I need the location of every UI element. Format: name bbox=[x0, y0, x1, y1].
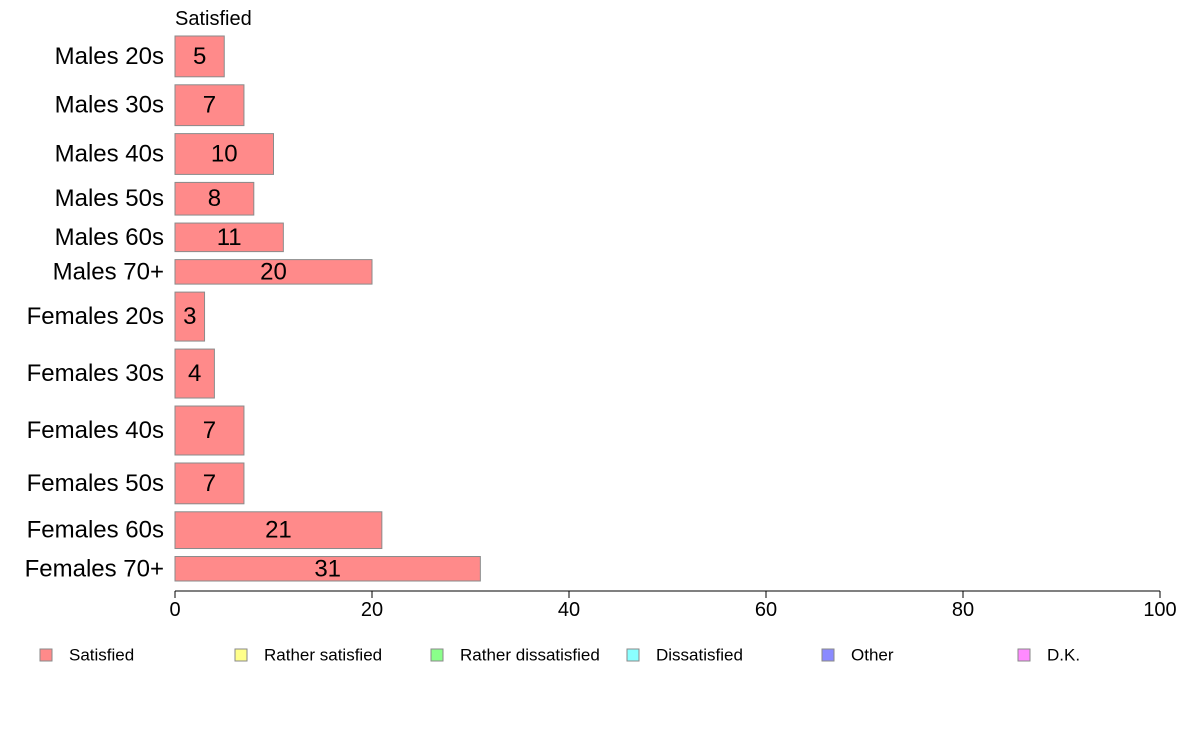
x-tick-label-20: 20 bbox=[361, 599, 383, 621]
x-tick-label-40: 40 bbox=[558, 599, 580, 621]
chart-title: Satisfied bbox=[175, 8, 252, 30]
category-label-females-20s: Females 20s bbox=[27, 303, 164, 330]
bar-satisfied-females-50s bbox=[174, 462, 245, 505]
bar-satisfied-males-20s bbox=[174, 35, 225, 78]
legend-label-rather-satisfied: Rather satisfied bbox=[264, 646, 382, 665]
data-label-satisfied-males-70: 20 bbox=[260, 258, 287, 285]
legend-swatch-d-k bbox=[1017, 648, 1031, 662]
bar-satisfied-males-30s bbox=[174, 84, 245, 127]
legend-item-d-k: D.K. bbox=[1017, 646, 1080, 665]
bars-layer: Males 20s 5 Males 30s 7 Males 40s 10 Males 50s… bbox=[25, 35, 481, 582]
legend-item-dissatisfied: Dissatisfied bbox=[626, 646, 743, 665]
legend: Satisfied Rather satisfied Rather dissatis… bbox=[39, 646, 1080, 665]
data-label-satisfied-females-30s: 4 bbox=[188, 360, 201, 387]
category-label-females-50s: Females 50s bbox=[27, 470, 164, 497]
category-label-females-60s: Females 60s bbox=[27, 517, 164, 544]
legend-label-satisfied: Satisfied bbox=[69, 646, 134, 665]
bar-satisfied-males-70 bbox=[174, 259, 373, 285]
legend-label-rather-dissatisfied: Rather dissatisfied bbox=[460, 646, 600, 665]
data-label-satisfied-females-40s: 7 bbox=[203, 417, 216, 444]
legend-swatch-satisfied bbox=[39, 648, 53, 662]
legend-item-rather-satisfied: Rather satisfied bbox=[234, 646, 382, 665]
bar-satisfied-males-50s bbox=[174, 181, 255, 216]
data-label-satisfied-males-30s: 7 bbox=[203, 92, 216, 119]
data-label-satisfied-males-60s: 11 bbox=[217, 224, 242, 251]
data-label-satisfied-females-70: 31 bbox=[314, 555, 341, 582]
data-label-satisfied-males-40s: 10 bbox=[211, 141, 238, 168]
legend-label-d-k: D.K. bbox=[1047, 646, 1080, 665]
bar-satisfied-females-20s bbox=[174, 291, 206, 342]
bar-satisfied-females-70 bbox=[174, 556, 481, 582]
category-label-males-40s: Males 40s bbox=[55, 141, 164, 168]
category-label-males-20s: Males 20s bbox=[55, 43, 164, 70]
x-axis: 0 20 40 60 80 100 bbox=[169, 590, 1177, 621]
category-label-males-50s: Males 50s bbox=[55, 185, 164, 212]
category-label-males-70: Males 70+ bbox=[53, 258, 164, 285]
bar-satisfied-males-40s bbox=[174, 133, 274, 175]
bar-satisfied-females-60s bbox=[174, 511, 383, 550]
legend-item-satisfied: Satisfied bbox=[39, 646, 134, 665]
legend-swatch-rather-satisfied bbox=[234, 648, 248, 662]
legend-swatch-rather-dissatisfied bbox=[430, 648, 444, 662]
data-label-satisfied-females-50s: 7 bbox=[203, 470, 216, 497]
data-label-satisfied-females-60s: 21 bbox=[265, 517, 292, 544]
bar-satisfied-males-60s bbox=[174, 222, 284, 253]
category-label-males-60s: Males 60s bbox=[55, 224, 164, 251]
data-label-satisfied-males-50s: 8 bbox=[208, 185, 221, 212]
bar-satisfied-females-30s bbox=[174, 348, 215, 399]
legend-swatch-dissatisfied bbox=[626, 648, 640, 662]
legend-item-other: Other bbox=[821, 646, 894, 665]
category-label-females-30s: Females 30s bbox=[27, 360, 164, 387]
data-label-satisfied-males-20s: 5 bbox=[193, 43, 206, 70]
x-tick-label-0: 0 bbox=[169, 599, 180, 621]
legend-swatch-other bbox=[821, 648, 835, 662]
category-label-males-30s: Males 30s bbox=[55, 92, 164, 119]
legend-label-other: Other bbox=[851, 646, 894, 665]
data-label-satisfied-females-20s: 3 bbox=[183, 303, 196, 330]
legend-item-rather-dissatisfied: Rather dissatisfied bbox=[430, 646, 600, 665]
bar-satisfied-females-40s bbox=[174, 405, 245, 456]
x-tick-label-100: 100 bbox=[1143, 599, 1176, 621]
legend-label-dissatisfied: Dissatisfied bbox=[656, 646, 743, 665]
x-tick-label-80: 80 bbox=[952, 599, 974, 621]
category-label-females-40s: Females 40s bbox=[27, 417, 164, 444]
x-tick-label-60: 60 bbox=[755, 599, 777, 621]
category-label-females-70: Females 70+ bbox=[25, 555, 164, 582]
